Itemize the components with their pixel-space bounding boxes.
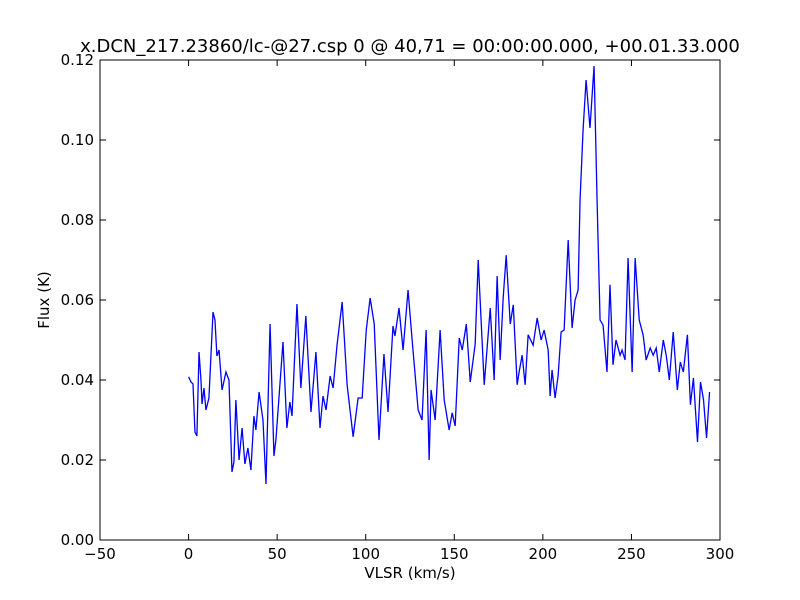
y-tick-label: 0.02 [61, 451, 94, 469]
x-tick-label: 150 [440, 545, 469, 563]
x-tick-label: 0 [184, 545, 194, 563]
y-tick-label: 0.10 [61, 131, 94, 149]
y-tick-label: 0.00 [61, 531, 94, 549]
x-tick-label: 100 [351, 545, 380, 563]
x-tick-label: 50 [268, 545, 287, 563]
x-axis-label: VLSR (km/s) [364, 564, 455, 582]
x-tick-label: −50 [84, 545, 116, 563]
x-tick-label: 200 [529, 545, 558, 563]
chart-title: x.DCN_217.23860/lc-@27.csp 0 @ 40,71 = 0… [80, 36, 740, 57]
y-tick-label: 0.08 [61, 211, 94, 229]
y-tick-label: 0.04 [61, 371, 94, 389]
data-line [187, 65, 711, 485]
x-tick-label: 250 [617, 545, 646, 563]
y-axis-label: Flux (K) [35, 271, 53, 329]
y-tick-label: 0.12 [61, 51, 94, 69]
y-tick-label: 0.06 [61, 291, 94, 309]
x-tick-label: 300 [706, 545, 735, 563]
